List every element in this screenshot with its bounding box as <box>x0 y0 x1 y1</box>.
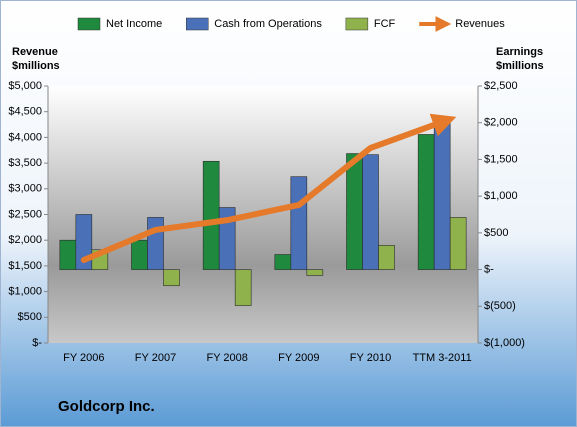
x-tick-label: FY 2006 <box>63 352 104 364</box>
legend-swatch <box>345 17 369 31</box>
bar <box>234 269 252 306</box>
legend-label: Cash from Operations <box>214 18 322 30</box>
bar <box>378 245 395 270</box>
y-tick-label: $500 <box>18 311 42 323</box>
x-tick-label: TTM 3-2011 <box>413 352 472 364</box>
y2-tick-label: $- <box>484 263 494 275</box>
x-tick-label: FY 2008 <box>206 352 247 364</box>
legend-label: Revenues <box>455 18 505 30</box>
y2-tick-label: $2,500 <box>484 80 518 92</box>
y2-tick-label: $(1,000) <box>484 337 525 349</box>
y-tick-label: $5,000 <box>8 80 42 92</box>
bar <box>290 176 308 270</box>
y-tick-label: $- <box>32 337 42 349</box>
bar <box>346 153 363 270</box>
y-tick-label: $2,000 <box>8 234 42 246</box>
y-axis-title: Revenue <box>12 46 58 58</box>
bar <box>362 154 379 270</box>
bar <box>147 217 164 270</box>
legend-swatch <box>77 17 101 31</box>
x-tick-label: FY 2009 <box>278 352 319 364</box>
y-tick-label: $2,500 <box>8 208 42 220</box>
y-tick-label: $3,000 <box>8 183 42 195</box>
x-tick-label: FY 2010 <box>350 352 391 364</box>
y-tick-label: $1,500 <box>8 260 42 272</box>
x-tick-label: FY 2007 <box>135 352 176 364</box>
bar <box>163 269 180 287</box>
revenue-line <box>80 113 457 263</box>
bar <box>274 254 292 270</box>
y-tick-label: $3,500 <box>8 157 42 169</box>
y2-tick-label: $1,500 <box>484 153 518 165</box>
bar <box>131 239 148 270</box>
legend-label: Net Income <box>106 18 162 30</box>
y-tick-label: $1,000 <box>8 286 42 298</box>
bar <box>433 121 451 270</box>
legend-swatch <box>186 17 209 31</box>
y-tick-label: $4,000 <box>8 131 42 143</box>
y2-tick-label: $(500) <box>484 300 516 312</box>
bar <box>202 160 220 270</box>
bar <box>449 217 467 270</box>
y2-tick-label: $1,000 <box>484 190 518 202</box>
y-axis-title: $millions <box>12 60 60 72</box>
chart-title: Goldcorp Inc. <box>58 398 155 415</box>
y2-axis-title: Earnings <box>496 46 543 58</box>
bar <box>417 134 435 270</box>
legend-label: FCF <box>374 18 396 30</box>
y2-axis-title: $millions <box>496 60 544 72</box>
bar <box>59 239 77 270</box>
y-tick-label: $4,500 <box>8 106 42 118</box>
bar <box>306 269 324 276</box>
y2-tick-label: $500 <box>484 227 508 239</box>
y2-tick-label: $2,000 <box>484 117 518 129</box>
